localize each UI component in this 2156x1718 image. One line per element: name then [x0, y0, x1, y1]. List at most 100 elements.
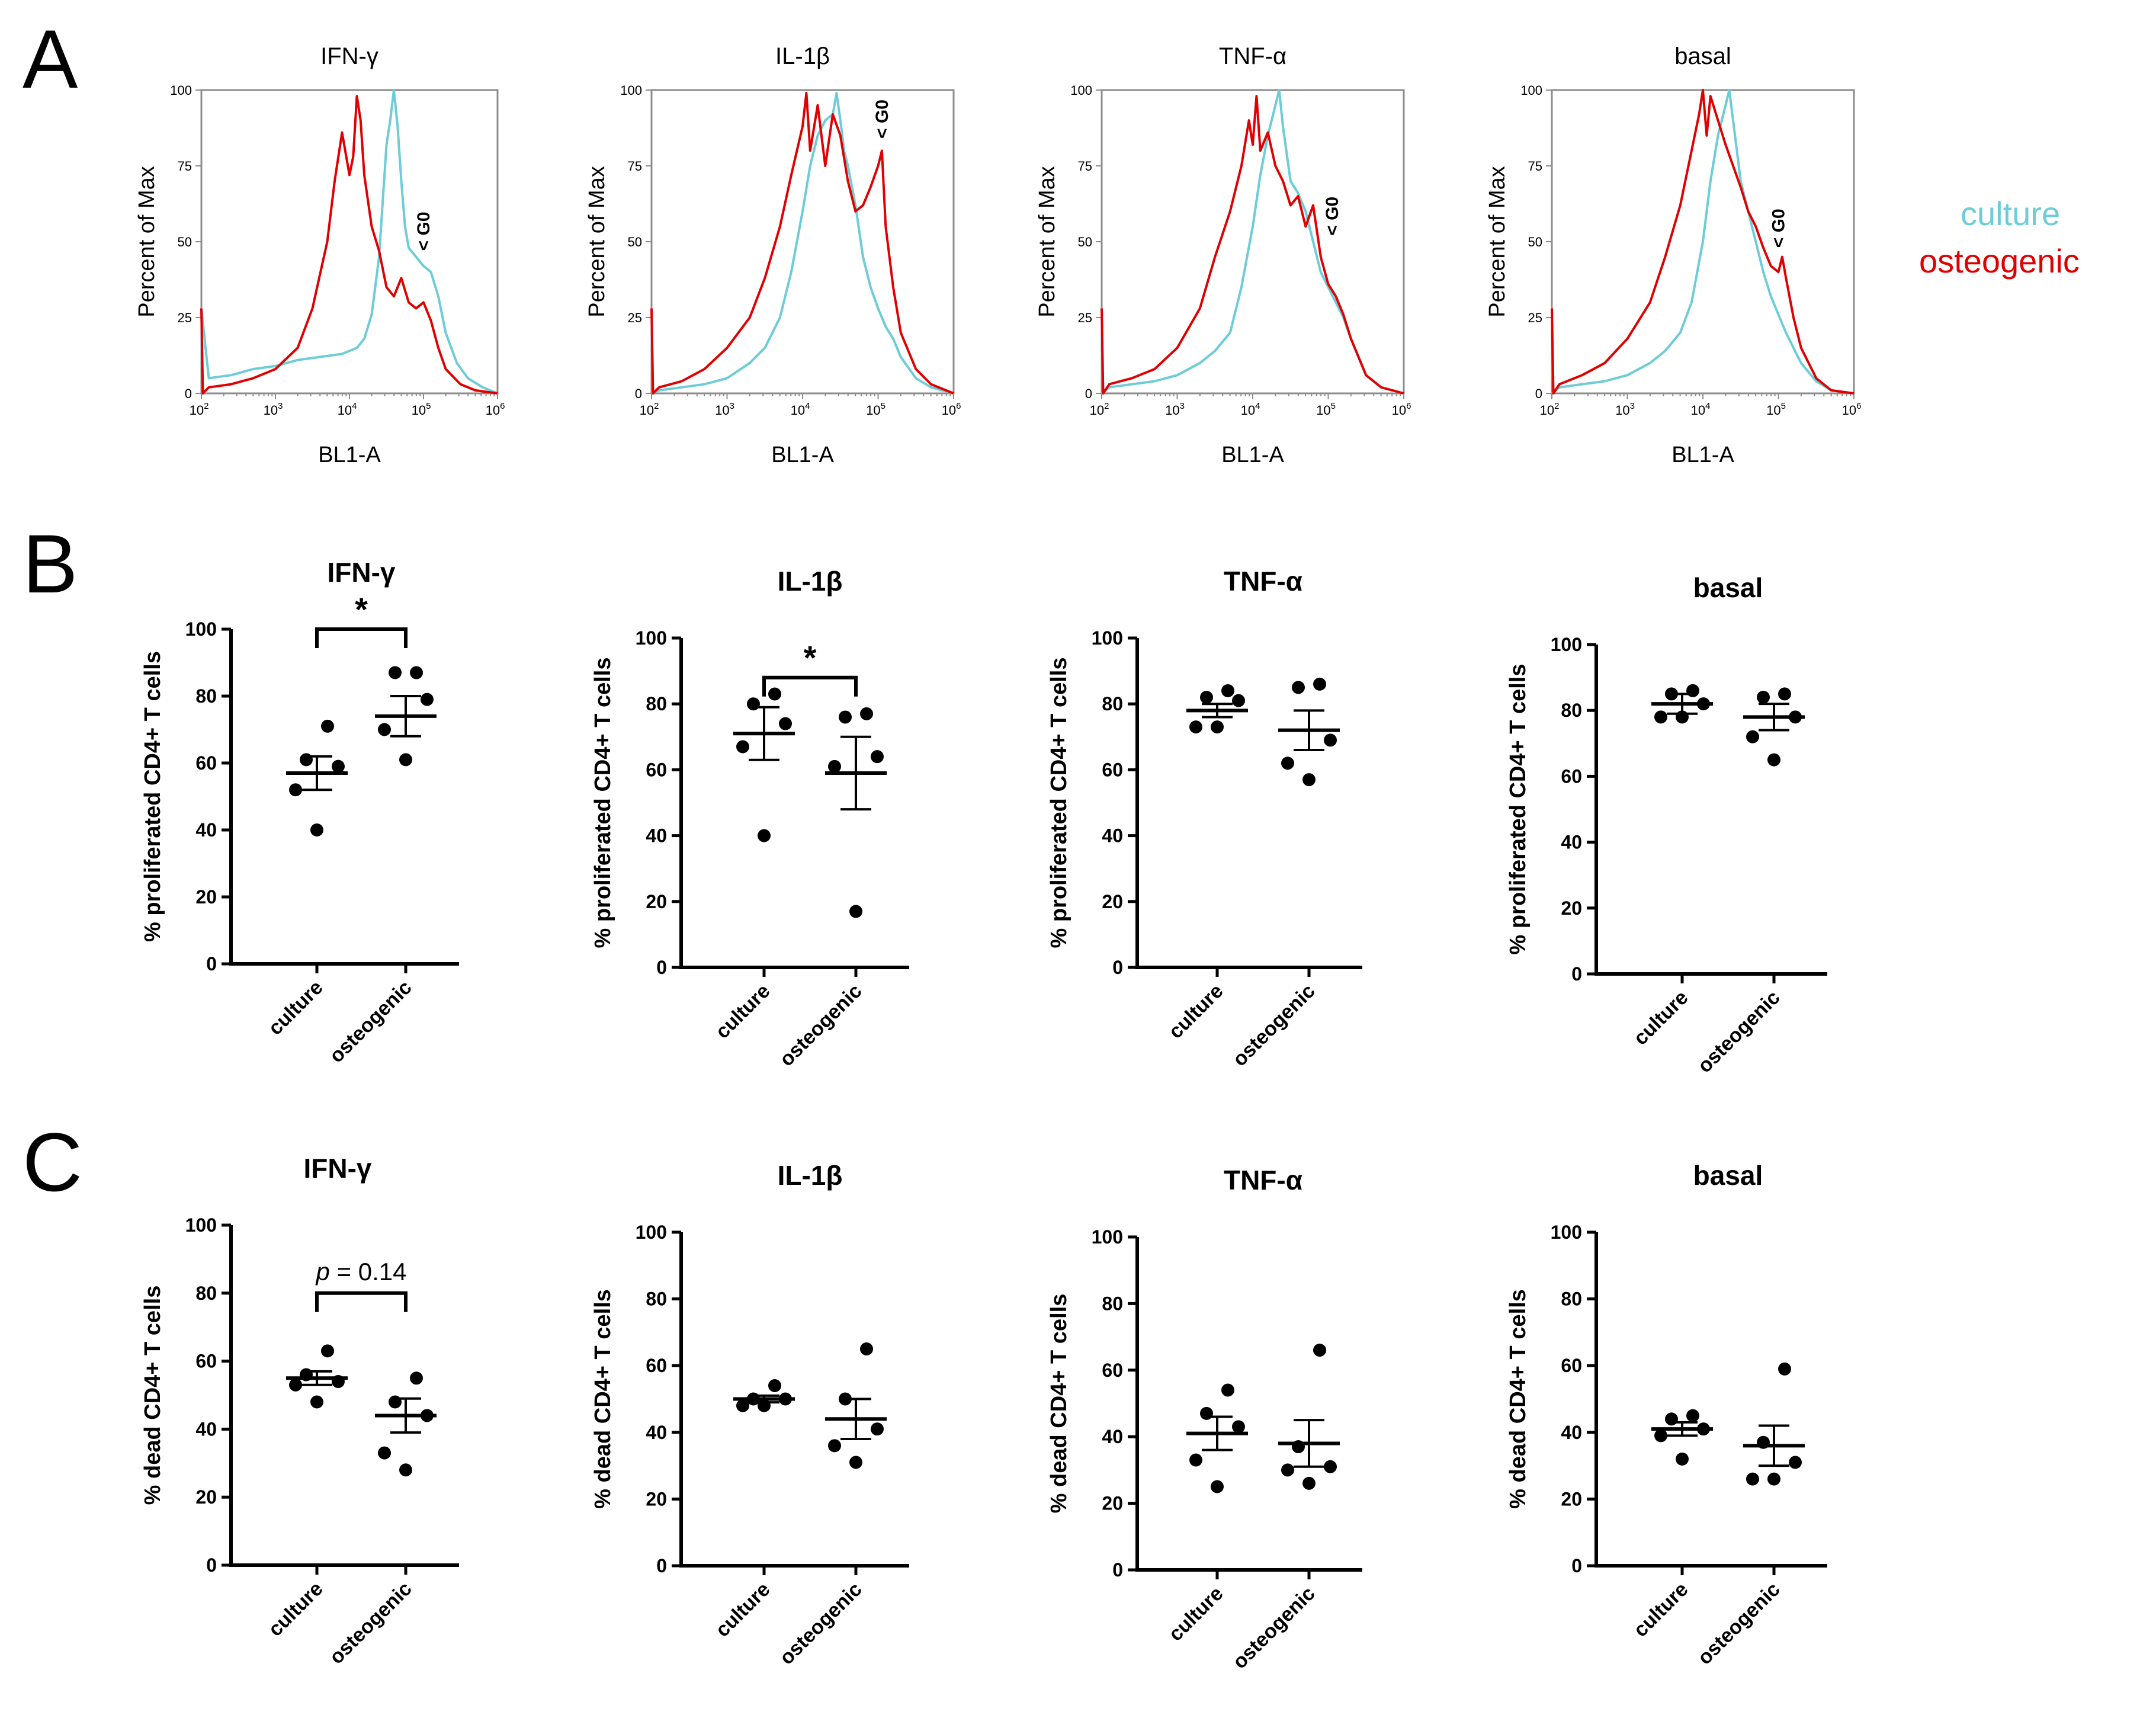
x-axis-label: BL1-A	[1671, 443, 1734, 467]
data-point-osteogenic	[828, 759, 841, 773]
data-point-culture	[1189, 1453, 1202, 1467]
data-point-culture	[1654, 1429, 1667, 1443]
data-point-osteogenic	[1789, 1456, 1802, 1469]
x-category-label: culture	[264, 976, 328, 1040]
x-category-label: osteogenic	[325, 976, 416, 1068]
y-tick-label: 20	[195, 886, 217, 908]
chart-title: TNF-α	[1219, 43, 1286, 69]
data-point-osteogenic	[1757, 690, 1770, 704]
y-tick-label: 0	[206, 953, 217, 975]
y-axis-label: Percent of Max	[134, 166, 159, 318]
y-tick-label: 0	[656, 1555, 667, 1576]
charts-area: IFN-γ 0 25 50 75 100 102 103 104 105 106 BL1-A Perce…	[134, 43, 1861, 1674]
data-point-osteogenic	[860, 707, 873, 720]
chart-title: IL-1β	[775, 43, 830, 69]
y-tick-label: 0	[1535, 386, 1542, 401]
data-point-culture	[1676, 1452, 1689, 1466]
panel-letter-c: C	[23, 1116, 82, 1209]
x-category-label: osteogenic	[775, 1578, 867, 1669]
x-tick-label: 104	[1241, 401, 1260, 418]
x-tick-label: 105	[866, 401, 886, 418]
data-point-osteogenic	[828, 1439, 841, 1453]
data-point-culture	[1221, 1383, 1234, 1397]
data-point-osteogenic	[378, 1446, 391, 1460]
x-category-label: culture	[711, 980, 775, 1043]
significance-bracket	[315, 627, 408, 648]
data-point-osteogenic	[849, 905, 862, 918]
y-tick-label: 20	[1561, 1488, 1582, 1509]
y-tick-label: 80	[195, 1283, 217, 1304]
x-category-label: culture	[264, 1578, 328, 1641]
p-value-label: p = 0.14	[315, 1258, 407, 1286]
x-tick-label: 105	[412, 401, 431, 418]
y-tick-label: 60	[1102, 1360, 1123, 1381]
data-point-culture	[768, 687, 781, 701]
y-tick-label: 80	[646, 1288, 667, 1310]
chart-title: IFN-γ	[304, 1153, 372, 1184]
data-point-culture	[289, 783, 302, 797]
data-point-osteogenic	[1767, 1472, 1780, 1486]
data-point-culture	[736, 740, 749, 754]
data-point-osteogenic	[871, 1422, 884, 1436]
data-point-osteogenic	[1778, 687, 1791, 701]
data-point-osteogenic	[849, 1456, 862, 1469]
y-tick-label: 25	[628, 310, 642, 325]
data-point-osteogenic	[1302, 1476, 1316, 1490]
y-tick-label: 50	[178, 235, 192, 249]
chart-c-10: TNF-α 0 20 40 60 80 100 % dead CD4+ T cells cult…	[1047, 1165, 1362, 1674]
significance-bracket	[762, 675, 858, 697]
data-point-culture	[310, 1395, 323, 1409]
y-tick-label: 60	[1561, 765, 1582, 787]
y-tick-label: 40	[646, 825, 667, 847]
data-point-culture	[321, 719, 334, 733]
y-axis-label: % proliferated CD4+ T cells	[1506, 664, 1531, 955]
x-tick-label: 103	[715, 401, 734, 418]
chart-b-6: TNF-α 0 20 40 60 80 100 % proliferated CD4+ T c…	[1047, 566, 1362, 1071]
y-tick-label: 0	[1112, 957, 1123, 978]
chart-title: TNF-α	[1224, 1165, 1302, 1195]
series-line-culture	[1551, 89, 1855, 395]
data-point-culture	[1665, 1412, 1678, 1426]
y-tick-label: 0	[635, 386, 642, 401]
significance-star: *	[804, 639, 817, 677]
y-axis-label: Percent of Max	[1035, 166, 1060, 318]
y-tick-label: 100	[185, 618, 217, 640]
x-tick-label: 106	[1392, 401, 1411, 418]
series-line-osteogenic	[650, 92, 954, 395]
chart-title: IL-1β	[778, 1160, 843, 1191]
x-category-label: osteogenic	[1228, 980, 1320, 1071]
y-tick-label: 100	[1520, 83, 1542, 98]
data-point-culture	[758, 829, 771, 842]
y-tick-label: 100	[1092, 627, 1123, 649]
x-category-label: culture	[711, 1578, 775, 1642]
data-point-culture	[289, 1378, 302, 1392]
data-point-culture	[779, 717, 792, 730]
chart-c-11: basal 0 20 40 60 80 100 % dead CD4+ T cells cult…	[1506, 1160, 1827, 1669]
data-point-culture	[1232, 694, 1245, 707]
y-tick-label: 80	[1561, 1288, 1582, 1310]
y-tick-label: 40	[1561, 832, 1582, 853]
data-point-culture	[1686, 684, 1699, 697]
chart-b-4: IFN-γ 0 20 40 60 80 100 % proliferated CD4+ T c…	[140, 557, 459, 1068]
y-tick-label: 60	[195, 1351, 217, 1372]
y-tick-label: 100	[620, 83, 642, 98]
series-line-culture	[200, 89, 498, 395]
y-axis-label: Percent of Max	[585, 166, 609, 318]
y-axis-label: % proliferated CD4+ T cells	[140, 651, 165, 942]
data-point-culture	[768, 1379, 781, 1392]
panel-letter-b: B	[23, 517, 78, 610]
chart-title: basal	[1693, 1160, 1763, 1191]
y-tick-label: 20	[1561, 898, 1582, 919]
x-tick-label: 102	[640, 401, 659, 418]
y-tick-label: 100	[1551, 634, 1582, 655]
series-line-osteogenic	[200, 95, 498, 395]
x-tick-label: 104	[791, 401, 810, 418]
y-tick-label: 50	[628, 235, 642, 249]
x-category-label: culture	[1164, 980, 1228, 1043]
plot-frame	[200, 89, 499, 395]
gate-label: < G0	[1769, 209, 1789, 248]
x-tick-label: 104	[1691, 401, 1711, 418]
x-tick-label: 103	[264, 401, 283, 418]
data-point-culture	[1200, 691, 1213, 704]
